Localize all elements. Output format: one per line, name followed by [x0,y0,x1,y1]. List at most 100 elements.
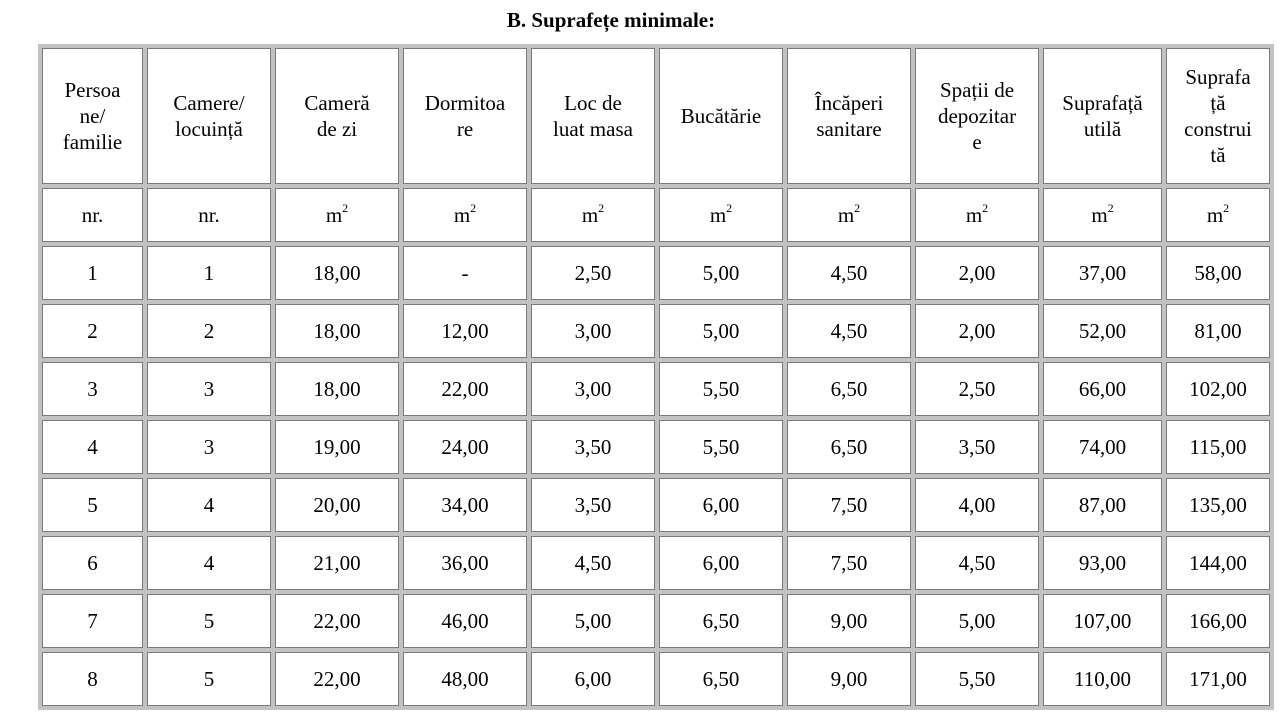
unit-cell: m2 [787,188,911,242]
table-cell: 4,50 [787,246,911,300]
table-cell: 3 [147,420,271,474]
table-row: 6 4 21,00 36,00 4,50 6,00 7,50 4,50 93,00 144,00 [42,536,1270,590]
table-cell: 5 [42,478,143,532]
table-cell: 4,50 [915,536,1039,590]
table-cell: 20,00 [275,478,399,532]
unit-exponent: 2 [598,201,605,215]
column-header-line: utilă [1083,117,1122,141]
unit-cell: m2 [659,188,783,242]
table-cell: 4 [147,478,271,532]
unit-exponent: 2 [982,201,989,215]
table-cell: 107,00 [1043,594,1162,648]
table-cell: 9,00 [787,652,911,706]
unit-base: m [837,203,855,227]
table-cell: 4,50 [787,304,911,358]
unit-row: nr. nr. m2 m2 m2 m2 m2 m2 m2 m2 [42,188,1270,242]
column-header-line: Bucătărie [680,104,762,128]
column-header: Dormitoa re [403,48,527,184]
unit-base: m [325,203,343,227]
table-cell: - [403,246,527,300]
table-row: 4 3 19,00 24,00 3,50 5,50 6,50 3,50 74,00 115,00 [42,420,1270,474]
table-cell: 37,00 [1043,246,1162,300]
column-header: Suprafață utilă [1043,48,1162,184]
unit-cell: m2 [403,188,527,242]
table-row: 2 2 18,00 12,00 3,00 5,00 4,50 2,00 52,00 81,00 [42,304,1270,358]
column-header: Persoa ne/familie [42,48,143,184]
table-cell: 3,50 [531,420,655,474]
column-header-line: Camere/ [173,91,245,115]
table-cell: 5 [147,652,271,706]
table-cell: 110,00 [1043,652,1162,706]
table-cell: 5,00 [659,246,783,300]
table-cell: 3,00 [531,304,655,358]
column-header-line: Loc de [564,91,622,115]
table-cell: 144,00 [1166,536,1270,590]
unit-cell: m2 [1043,188,1162,242]
column-header: Camere/locuință [147,48,271,184]
table-cell: 4 [147,536,271,590]
table-cell: 2,50 [531,246,655,300]
table-cell: 5,00 [531,594,655,648]
table-cell: 58,00 [1166,246,1270,300]
table-cell: 2,00 [915,246,1039,300]
table-cell: 21,00 [275,536,399,590]
column-header-line: Dormitoa [424,91,506,115]
unit-base: nr. [198,203,220,227]
table-cell: 102,00 [1166,362,1270,416]
unit-base: nr. [81,203,104,227]
unit-base: m [453,203,471,227]
unit-base: m [1091,203,1108,227]
unit-cell: m2 [531,188,655,242]
column-header-line: luat masa [553,117,633,141]
table-cell: 6,50 [787,362,911,416]
column-header-line: ne/ [79,104,106,128]
unit-exponent: 2 [342,201,349,215]
table-cell: 46,00 [403,594,527,648]
column-header-line: sanitare [816,117,882,141]
column-header-line: ță [1210,91,1226,115]
table-cell: 2 [42,304,143,358]
unit-exponent: 2 [470,201,477,215]
table-row: 1 1 18,00-2,50 5,00 4,50 2,00 37,00 58,00 [42,246,1270,300]
table-row: 7 5 22,00 46,00 5,00 6,50 9,00 5,00 107,00 166,00 [42,594,1270,648]
table-cell: 6 [42,536,143,590]
header-row: Persoa ne/familie Camere/locuință Cameră de … [42,48,1270,184]
column-header-line: tă [1210,143,1226,167]
table-cell: 18,00 [275,304,399,358]
table-cell: 6,00 [659,536,783,590]
unit-cell: m2 [275,188,399,242]
column-header-line: e [972,130,982,154]
column-header-line: Suprafață [1062,91,1143,115]
unit-cell: nr. [42,188,143,242]
table-cell: 115,00 [1166,420,1270,474]
table-cell: 7,50 [787,478,911,532]
table-cell: 6,00 [659,478,783,532]
table-cell: 5,00 [915,594,1039,648]
table-cell: 3,00 [531,362,655,416]
unit-base: m [581,203,599,227]
table-cell: 5,00 [659,304,783,358]
table-cell: 5,50 [659,362,783,416]
table-cell: 5,50 [915,652,1039,706]
table-cell: 1 [147,246,271,300]
table-cell: 18,00 [275,362,399,416]
document-title: B. Suprafețe minimale: [506,8,716,32]
unit-cell: m2 [1166,188,1270,242]
unit-exponent: 2 [854,201,861,215]
table-cell: 3 [147,362,271,416]
table-cell: 5 [147,594,271,648]
unit-base: m [709,203,727,227]
table-cell: 2 [147,304,271,358]
table-cell: 66,00 [1043,362,1162,416]
column-header-line: Cameră [304,91,370,115]
column-header-line: Persoa [64,78,121,102]
table-cell: 8 [42,652,143,706]
unit-exponent: 2 [726,201,733,215]
table-cell: 3,50 [915,420,1039,474]
table-cell: 22,00 [275,594,399,648]
table-cell: 24,00 [403,420,527,474]
column-header-line: depozitar [937,104,1017,128]
table-cell: 9,00 [787,594,911,648]
unit-base: m [1206,203,1224,227]
table-cell: 74,00 [1043,420,1162,474]
